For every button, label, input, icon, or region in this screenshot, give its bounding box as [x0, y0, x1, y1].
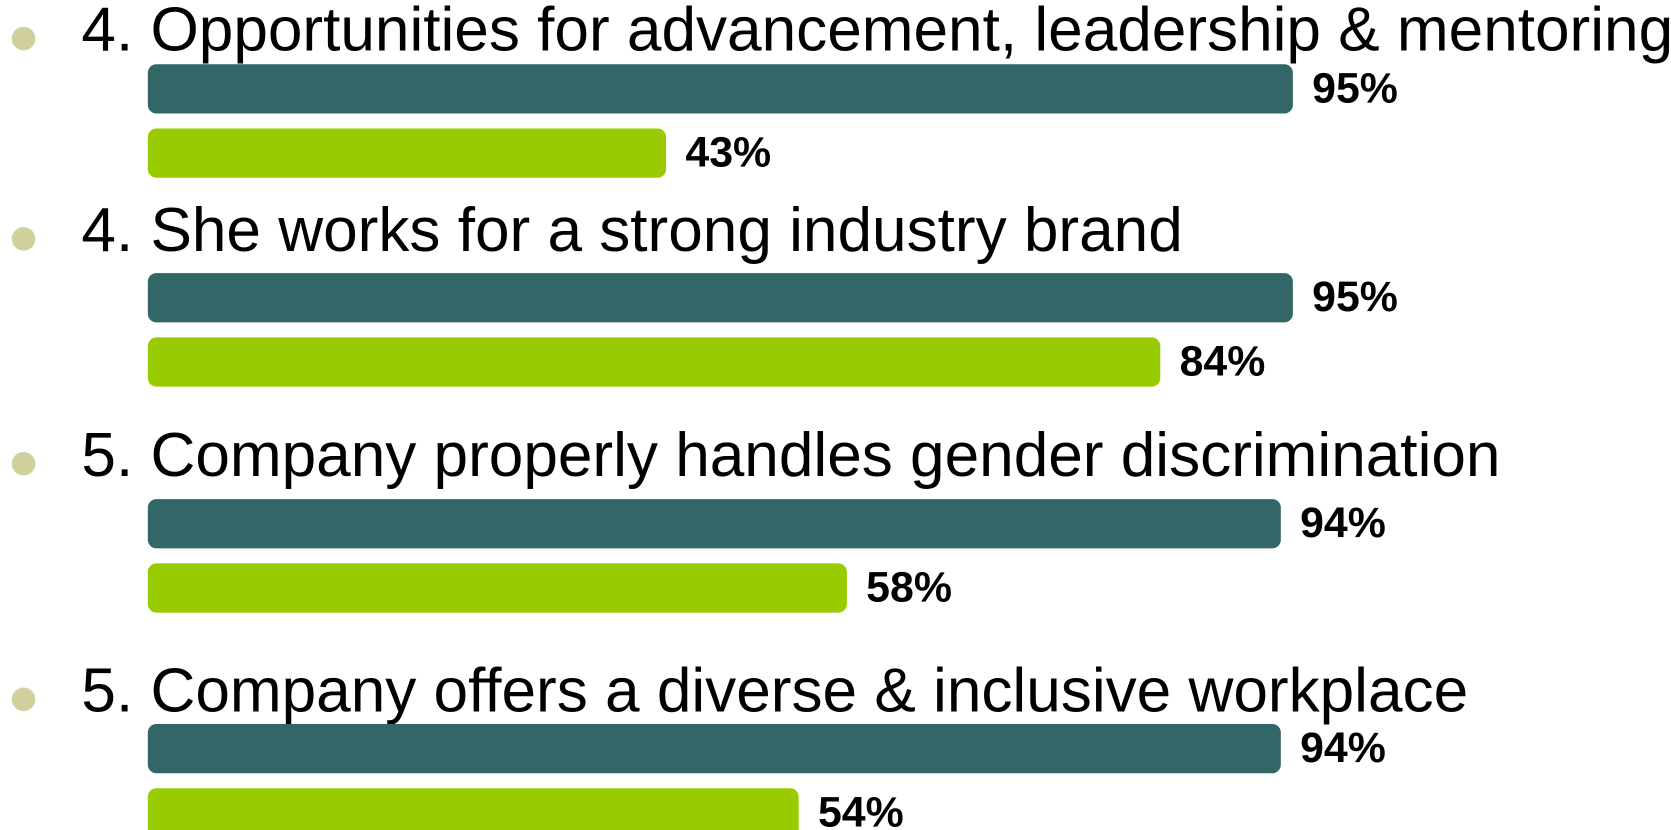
category-label: 5. Company properly handles gender discr… — [81, 421, 1500, 490]
bar — [147, 499, 1281, 549]
bullet — [11, 26, 36, 51]
value-label: 54% — [818, 788, 904, 830]
bar — [147, 128, 667, 178]
category-label: 5. Company offers a diverse & inclusive … — [81, 656, 1468, 725]
value-label: 95% — [1312, 273, 1398, 321]
category-label: 4. She works for a strong industry brand — [81, 196, 1182, 265]
value-label: 94% — [1300, 724, 1386, 772]
bar — [147, 273, 1293, 323]
value-label: 95% — [1312, 64, 1398, 112]
bar — [147, 723, 1281, 774]
bullet — [11, 687, 36, 712]
value-label: 58% — [866, 563, 952, 611]
bar — [147, 788, 799, 830]
value-label: 94% — [1300, 499, 1386, 547]
category-label: 4. Opportunities for advancement, leader… — [81, 0, 1671, 65]
bar — [147, 64, 1293, 114]
bar — [147, 337, 1161, 387]
bullet — [11, 227, 36, 251]
bullet — [11, 451, 36, 476]
value-label: 43% — [685, 129, 771, 177]
value-label: 84% — [1180, 337, 1266, 385]
bar — [147, 563, 847, 613]
